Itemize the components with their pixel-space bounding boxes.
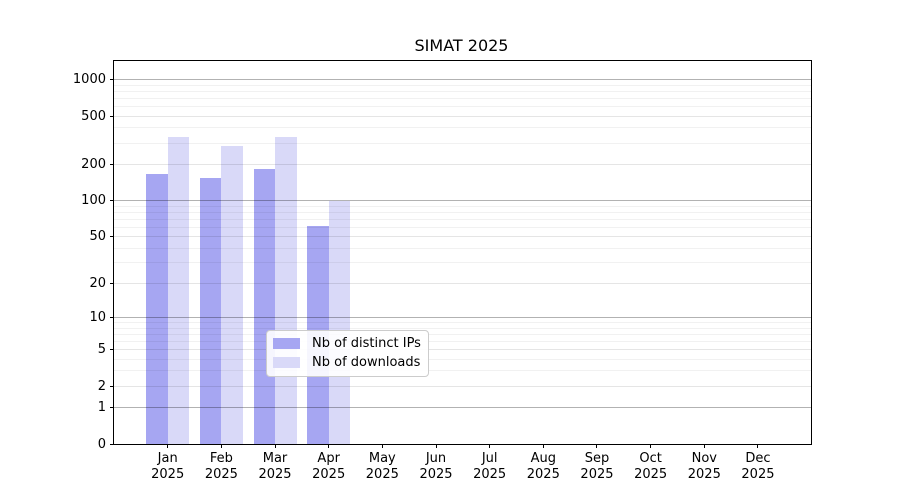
- gridline-200: [114, 163, 811, 165]
- legend: Nb of distinct IPs Nb of downloads: [266, 330, 429, 377]
- gridline-500: [114, 115, 811, 117]
- x-tick-label-may: May 2025: [365, 451, 399, 482]
- x-tick-mark-jun: [435, 444, 437, 448]
- y-tick-label-50: 50: [89, 229, 106, 245]
- legend-label-downloads: Nb of downloads: [312, 355, 421, 370]
- ips-bar-mar: [253, 169, 276, 444]
- ips-bar-feb: [199, 177, 222, 444]
- y-tick-mark-1: [110, 406, 114, 408]
- x-tick-label-nov: Nov 2025: [687, 451, 721, 482]
- y-tick-mark-5: [110, 349, 114, 351]
- x-tick-mark-aug: [542, 444, 544, 448]
- legend-swatch-downloads: [273, 357, 300, 368]
- y-tick-mark-10: [110, 317, 114, 319]
- chart-title: SIMAT 2025: [414, 36, 509, 55]
- x-tick-mark-apr: [328, 444, 330, 448]
- x-tick-mark-feb: [220, 444, 222, 448]
- y-tick-mark-1000: [110, 79, 114, 81]
- x-tick-label-jul: Jul 2025: [473, 451, 507, 482]
- gridline-800: [114, 90, 811, 92]
- y-tick-mark-0: [110, 443, 114, 445]
- y-tick-label-20: 20: [89, 275, 106, 291]
- y-tick-mark-2: [110, 385, 114, 387]
- downloads-bar-jan: [167, 136, 190, 444]
- y-tick-label-1: 1: [97, 399, 106, 415]
- x-tick-mark-dec: [757, 444, 759, 448]
- gridline-300: [114, 142, 811, 144]
- downloads-bar-mar: [275, 136, 297, 444]
- y-tick-label-0: 0: [97, 436, 106, 452]
- gridline-600: [114, 106, 811, 108]
- y-tick-label-100: 100: [81, 193, 106, 209]
- y-tick-label-200: 200: [81, 156, 106, 172]
- y-tick-mark-200: [110, 163, 114, 165]
- x-tick-label-mar: Mar 2025: [258, 451, 292, 482]
- x-tick-label-apr: Apr 2025: [312, 451, 346, 482]
- y-tick-mark-20: [110, 282, 114, 284]
- gridline-900: [114, 84, 811, 86]
- x-tick-mark-mar: [274, 444, 276, 448]
- x-tick-label-jan: Jan 2025: [151, 451, 185, 482]
- y-tick-label-5: 5: [97, 342, 106, 358]
- x-tick-mark-may: [381, 444, 383, 448]
- x-tick-label-dec: Dec 2025: [741, 451, 775, 482]
- y-tick-label-10: 10: [89, 310, 106, 326]
- y-tick-label-2: 2: [97, 378, 106, 394]
- downloads-bar-feb: [221, 145, 243, 444]
- legend-entry-downloads: Nb of downloads: [273, 355, 421, 370]
- legend-swatch-distinct-ips: [273, 338, 300, 349]
- gridline-700: [114, 98, 811, 100]
- x-tick-mark-nov: [703, 444, 705, 448]
- x-tick-label-feb: Feb 2025: [204, 451, 238, 482]
- x-tick-mark-oct: [650, 444, 652, 448]
- downloads-bar-apr: [328, 200, 351, 444]
- x-tick-label-aug: Aug 2025: [526, 451, 560, 482]
- x-tick-mark-jan: [167, 444, 169, 448]
- y-tick-label-500: 500: [81, 108, 106, 124]
- y-tick-mark-50: [110, 236, 114, 238]
- x-tick-mark-jul: [489, 444, 491, 448]
- y-tick-label-1000: 1000: [72, 72, 106, 88]
- x-tick-mark-sep: [596, 444, 598, 448]
- y-tick-mark-500: [110, 115, 114, 117]
- y-tick-mark-100: [110, 200, 114, 202]
- legend-label-distinct-ips: Nb of distinct IPs: [312, 336, 421, 351]
- x-tick-label-sep: Sep 2025: [580, 451, 614, 482]
- gridline-1000: [114, 79, 811, 81]
- legend-entry-distinct-ips: Nb of distinct IPs: [273, 336, 421, 351]
- x-tick-label-jun: Jun 2025: [419, 451, 453, 482]
- gridline-400: [114, 127, 811, 129]
- x-tick-label-oct: Oct 2025: [634, 451, 668, 482]
- plot-area: 0 1 2 5 10 20 50 100 200 500 1000 Jan 2025 Feb 2025 M…: [73, 60, 812, 482]
- ips-bar-jan: [146, 174, 168, 444]
